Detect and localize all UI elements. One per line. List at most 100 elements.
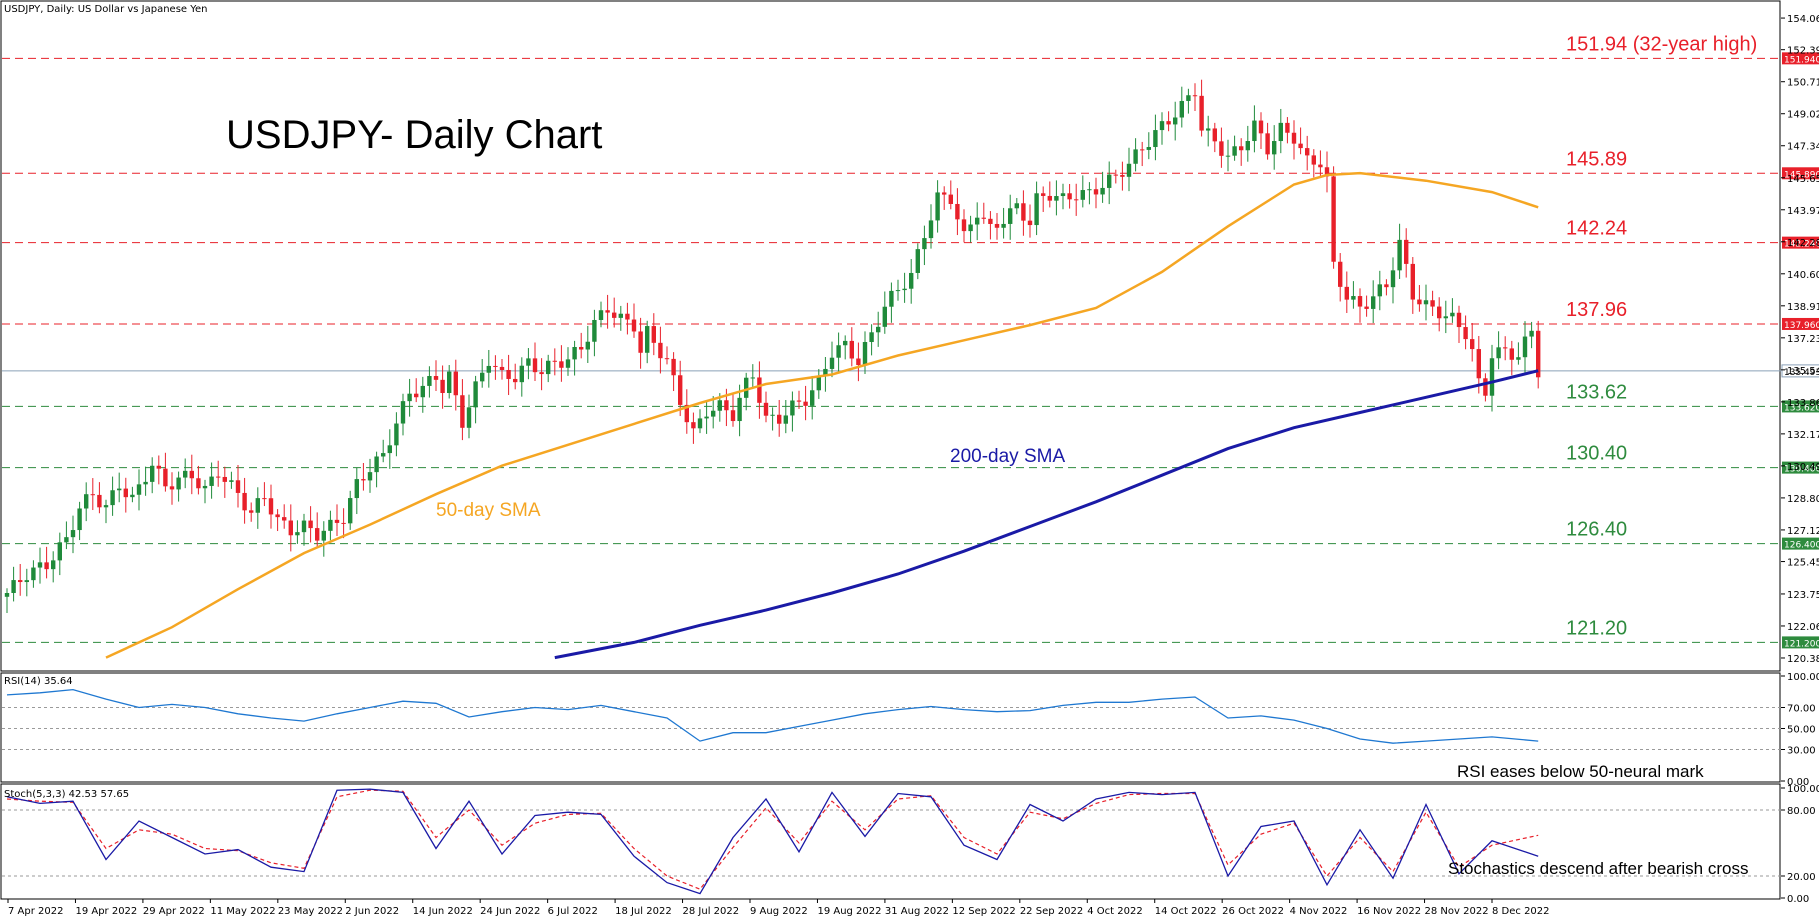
- candle-body: [843, 340, 848, 346]
- candle-body: [909, 272, 914, 289]
- price-tick-label: 137.230: [1787, 334, 1819, 345]
- candle-body: [1067, 193, 1072, 200]
- candle-body: [381, 453, 386, 457]
- candle-body: [658, 342, 663, 359]
- rsi-layer: 100.00 70.00 50.00 30.00 0.00: [2, 672, 1819, 788]
- candle-body: [282, 517, 287, 521]
- candle-body: [1331, 176, 1336, 262]
- candle-body: [1522, 336, 1528, 358]
- candle-body: [209, 476, 214, 486]
- candle-body: [942, 192, 947, 195]
- date-tick-label: 6 Jul 2022: [548, 906, 598, 917]
- level-tag: [1782, 400, 1819, 413]
- candle-body: [1107, 174, 1112, 188]
- candle-body: [1404, 239, 1409, 264]
- price-tick-label: 143.970: [1787, 206, 1819, 217]
- level-tag: [1782, 636, 1819, 649]
- candle-body: [1120, 175, 1125, 177]
- date-tick-label: 16 Nov 2022: [1357, 906, 1421, 917]
- candle-body: [671, 358, 676, 376]
- candle-body: [955, 203, 960, 220]
- rsi-tick-label: 30.00: [1787, 746, 1816, 757]
- candle-body: [730, 410, 736, 422]
- candle-body: [1239, 146, 1244, 151]
- candle-body: [532, 358, 538, 373]
- candle-body: [1443, 316, 1448, 319]
- symbol-label: USDJPY, Daily: US Dollar vs Japanese Yen: [4, 4, 208, 15]
- candle-body: [862, 342, 868, 366]
- price-tick-label: 147.340: [1787, 142, 1819, 153]
- candle-body: [1113, 174, 1118, 176]
- candle-body: [1371, 296, 1376, 309]
- candle-body: [691, 422, 696, 429]
- stoch-annotation: Stochastics descend after bearish cross: [1448, 859, 1748, 878]
- candle-body: [1364, 306, 1369, 309]
- price-tick-label: 142.285: [1787, 238, 1819, 249]
- candle-body: [770, 414, 775, 416]
- candle-body: [97, 494, 102, 508]
- price-tick-label: 145.655: [1787, 174, 1819, 185]
- price-tick-label: 128.805: [1787, 494, 1819, 505]
- candle-body: [348, 498, 353, 524]
- level-label: 121.20: [1566, 617, 1627, 639]
- candle-body: [803, 401, 808, 406]
- candle-body: [1430, 300, 1435, 307]
- level-tag: [1782, 236, 1819, 249]
- candle-body: [262, 498, 267, 500]
- candle-body: [57, 542, 62, 561]
- candle-body: [645, 326, 650, 353]
- stoch-main-line: [6, 788, 1539, 895]
- candle-body: [895, 290, 901, 292]
- candle-body: [1278, 122, 1283, 142]
- candle-body: [1166, 121, 1171, 125]
- candle-body: [1100, 187, 1105, 195]
- candle-body: [546, 360, 551, 375]
- candle-body: [876, 326, 881, 333]
- price-tick-label: 140.600: [1787, 270, 1819, 281]
- price-tick-label: 135.545: [1787, 366, 1819, 377]
- candle-body: [84, 494, 89, 509]
- candle-body: [70, 530, 76, 538]
- candle-body: [777, 414, 782, 424]
- candle-body: [1054, 196, 1059, 201]
- candle-body: [216, 476, 221, 478]
- candle-body: [902, 288, 907, 291]
- date-tick-label: 7 Apr 2022: [8, 906, 63, 917]
- candle-body: [183, 470, 188, 478]
- candle-body: [334, 519, 340, 523]
- candle-body: [1529, 330, 1534, 337]
- candle-body: [981, 217, 986, 219]
- candle-body: [24, 580, 29, 583]
- candle-body: [328, 519, 333, 531]
- date-tick-label: 9 Aug 2022: [750, 906, 808, 917]
- date-axis: 7 Apr 2022 19 Apr 2022 29 Apr 2022 11 May 2…: [7, 899, 1550, 917]
- candle-body: [724, 400, 729, 411]
- level-tag-label: 130.400: [1784, 465, 1819, 475]
- candle-body: [433, 376, 439, 380]
- candle-body: [744, 377, 749, 398]
- price-tick-label: 133.860: [1787, 398, 1819, 409]
- candle-body: [1093, 189, 1099, 195]
- candles-layer: [4, 79, 1541, 613]
- candle-body: [64, 537, 69, 543]
- candle-body: [598, 310, 604, 320]
- level-label: 126.40: [1566, 519, 1627, 541]
- candle-body: [103, 505, 109, 508]
- candle-body: [308, 520, 313, 529]
- stoch-pane-frame: [0, 783, 1781, 900]
- candle-body: [51, 560, 56, 570]
- candle-body: [1496, 347, 1501, 359]
- candle-body: [1503, 347, 1508, 349]
- candle-body: [526, 358, 531, 366]
- candle-body: [1080, 190, 1085, 200]
- candle-body: [1047, 195, 1052, 201]
- candle-body: [711, 410, 716, 417]
- stoch-tick-label: 100.00: [1787, 784, 1819, 795]
- rsi-line: [6, 688, 1539, 744]
- candle-body: [1456, 312, 1462, 328]
- candle-body: [387, 445, 392, 454]
- candle-body: [427, 376, 432, 386]
- candle-body: [790, 400, 795, 416]
- candle-body: [1338, 261, 1343, 287]
- candle-body: [1041, 193, 1046, 196]
